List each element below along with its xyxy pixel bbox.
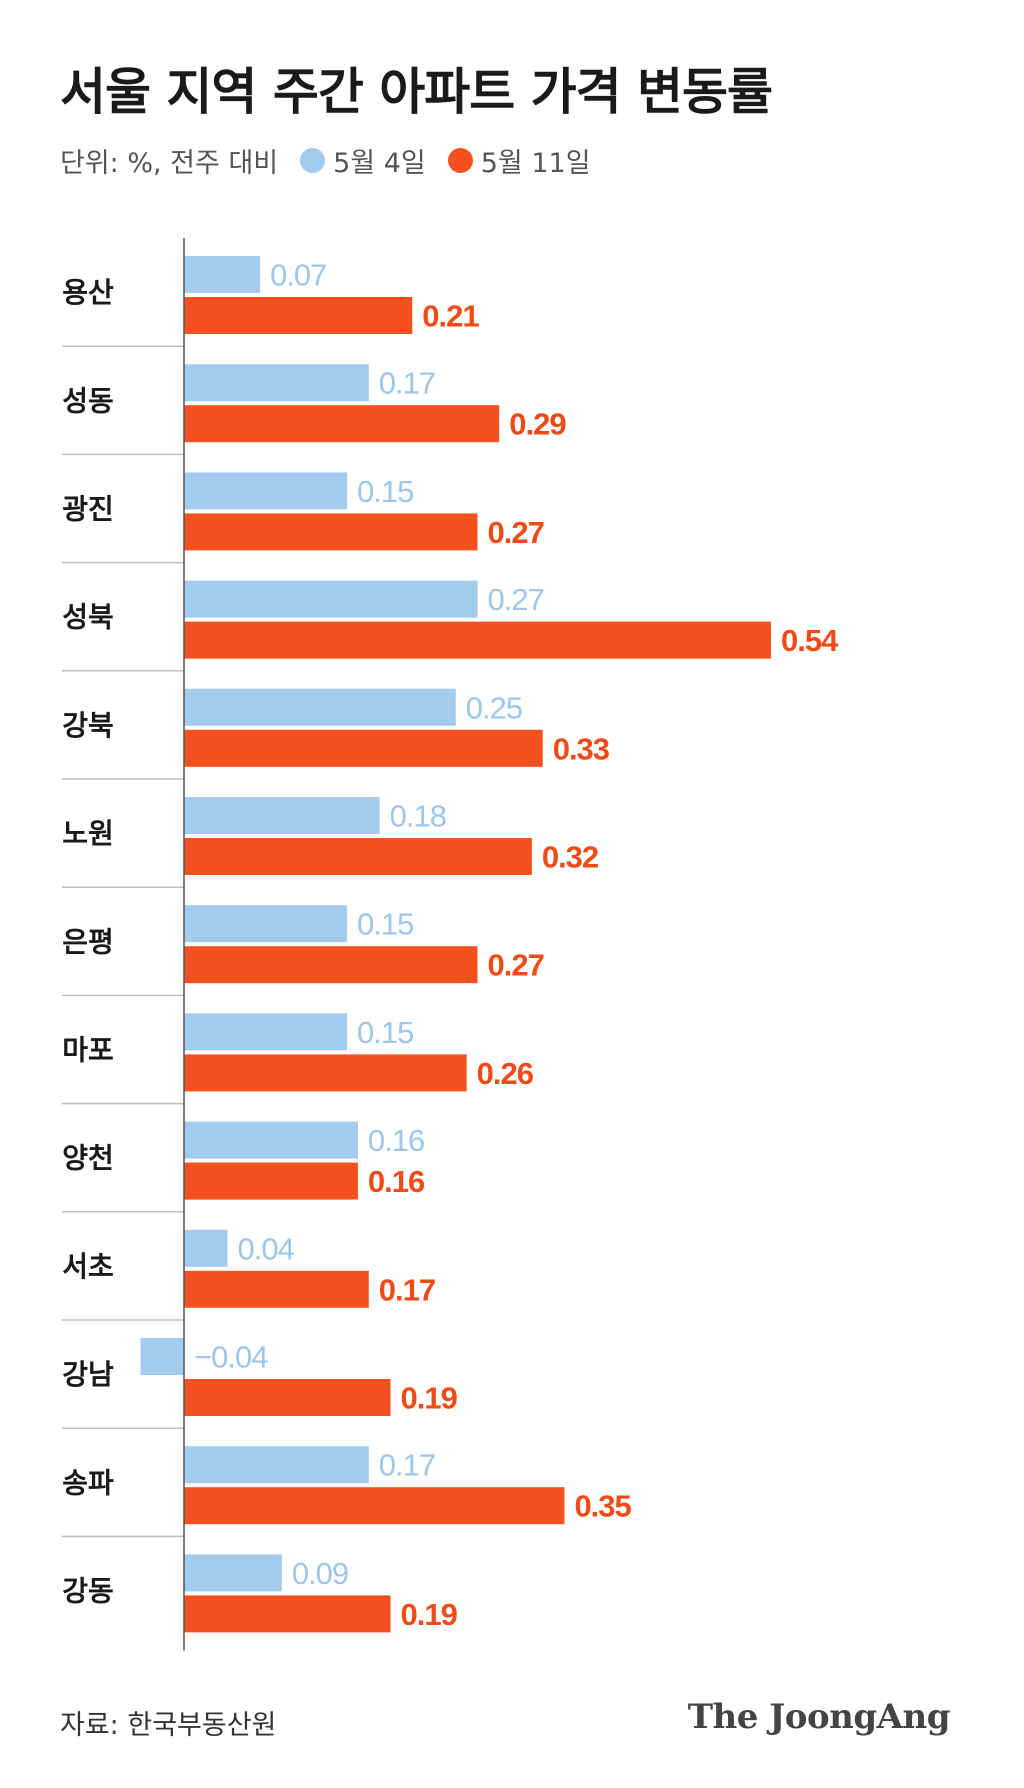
- data-label-may4: 0.25: [466, 690, 522, 725]
- data-label-may4: 0.17: [379, 366, 435, 401]
- bar-may4: [184, 797, 380, 834]
- data-label-may4: 0.18: [390, 799, 446, 834]
- unit-note: 단위: %, 전주 대비: [60, 147, 279, 179]
- bar-may11: [184, 1162, 358, 1200]
- data-label-may11: 0.21: [422, 299, 479, 334]
- bar-may11: [184, 729, 543, 767]
- bar-may4: [184, 1121, 358, 1159]
- data-label-may11: 0.27: [487, 948, 543, 983]
- bar-may11: [184, 621, 771, 659]
- data-label-may11: 0.26: [477, 1056, 534, 1091]
- category-label: 송파: [62, 1466, 114, 1499]
- chart-subtitle-row: 단위: %, 전주 대비 5월 4일 5월 11일: [60, 140, 591, 180]
- bar-may4: [184, 1446, 369, 1484]
- category-label: 성동: [62, 384, 114, 417]
- bar-may11: [184, 1270, 369, 1308]
- data-label-may4: 0.15: [357, 907, 413, 942]
- bar-may11: [184, 297, 413, 334]
- bar-may11: [184, 838, 532, 875]
- data-label-may4: 0.16: [368, 1123, 424, 1158]
- category-label: 노원: [62, 817, 114, 850]
- bar-may11: [184, 513, 478, 551]
- bar-may11: [184, 1487, 565, 1525]
- bar-may4: [184, 580, 478, 618]
- bar-may4: [140, 1338, 184, 1375]
- legend-item-may4: 5월 4일: [300, 141, 426, 180]
- category-label: 강남: [62, 1358, 114, 1391]
- data-label-may11: 0.27: [487, 515, 543, 550]
- data-label-may4: 0.15: [357, 1015, 413, 1050]
- data-label-may4: 0.04: [237, 1231, 294, 1266]
- bar-may4: [184, 256, 261, 293]
- legend-item-may11: 5월 11일: [447, 141, 591, 180]
- bar-may4: [184, 1229, 228, 1267]
- data-label-may4: 0.17: [379, 1448, 435, 1483]
- data-label-may11: 0.17: [379, 1272, 435, 1307]
- legend-swatch-may11: [447, 147, 473, 173]
- bar-may11: [184, 1595, 391, 1633]
- bar-may11: [184, 1054, 467, 1092]
- bar-chart: 용산 0.07 0.21 성동 0.17 0.29 광진 0.15 0.27 성북 0.27 0.54…: [62, 238, 840, 1651]
- legend-label-may4: 5월 4일: [333, 147, 426, 179]
- data-label-may4: 0.27: [487, 582, 543, 617]
- category-label: 강동: [62, 1575, 114, 1608]
- data-label-may11: 0.35: [574, 1489, 631, 1524]
- bar-may4: [184, 688, 456, 726]
- data-label-may11: 0.16: [368, 1164, 425, 1199]
- bar-may11: [184, 946, 478, 984]
- data-label-may11: 0.29: [509, 407, 566, 442]
- bar-may4: [184, 472, 348, 510]
- data-label-may11: 0.19: [401, 1381, 458, 1416]
- legend-label-may11: 5월 11일: [480, 147, 591, 179]
- data-label-may11: 0.54: [781, 623, 839, 658]
- category-label: 은평: [62, 925, 114, 958]
- data-label-may4: 0.15: [357, 474, 413, 509]
- bar-may11: [184, 1379, 391, 1416]
- bar-may11: [184, 405, 500, 443]
- category-label: 양천: [62, 1142, 114, 1175]
- category-label: 용산: [62, 276, 114, 309]
- data-label-may4: −0.04: [194, 1340, 268, 1375]
- data-label-may11: 0.33: [553, 731, 610, 766]
- category-label: 강북: [62, 709, 114, 742]
- category-label: 광진: [62, 493, 114, 526]
- publisher-logo: The JoongAng: [687, 1697, 951, 1737]
- data-label-may4: 0.09: [292, 1556, 348, 1591]
- chart-title: 서울 지역 주간 아파트 가격 변동률: [60, 63, 773, 121]
- category-label: 서초: [62, 1250, 114, 1283]
- bar-may4: [184, 1013, 348, 1051]
- source-note: 자료: 한국부동산원: [60, 1710, 277, 1741]
- bar-may4: [184, 1554, 282, 1592]
- category-label: 마포: [62, 1034, 114, 1067]
- bar-may4: [184, 364, 369, 402]
- data-label-may11: 0.19: [401, 1597, 458, 1632]
- bar-may4: [184, 905, 348, 943]
- legend-swatch-may4: [300, 147, 326, 173]
- category-label: 성북: [62, 601, 114, 634]
- data-label-may11: 0.32: [542, 840, 598, 875]
- data-label-may4: 0.07: [270, 258, 326, 293]
